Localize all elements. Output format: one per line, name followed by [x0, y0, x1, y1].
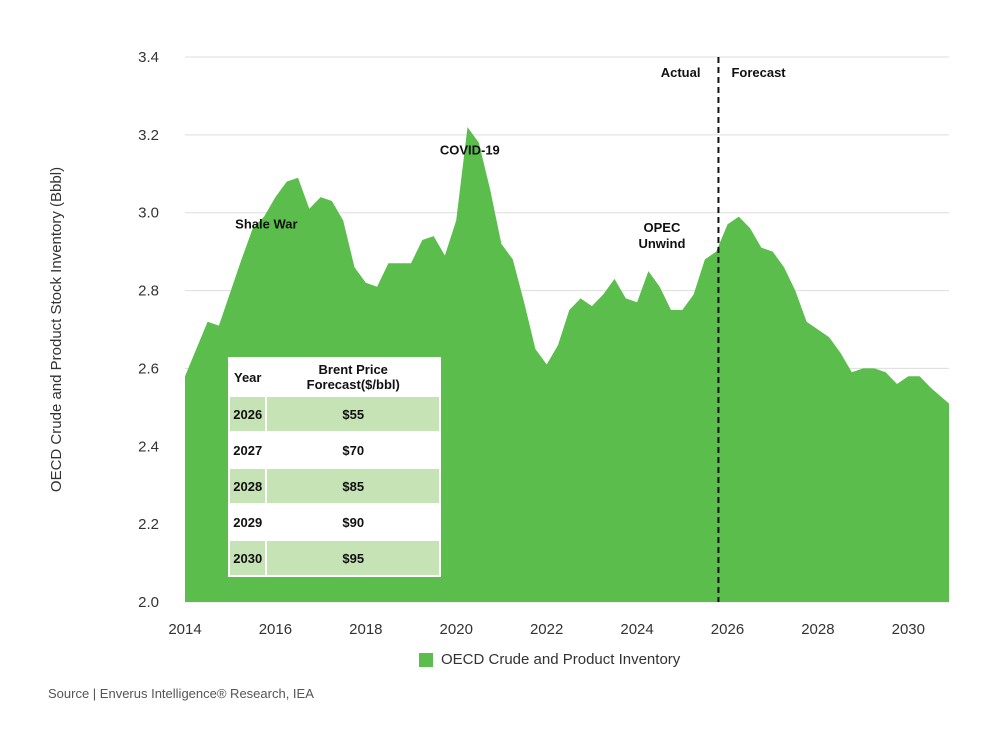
chart-legend: OECD Crude and Product Inventory: [419, 651, 680, 668]
y-tick-label: 2.4: [138, 438, 159, 455]
annotation-line: COVID-19: [440, 142, 500, 157]
annotation-line: Shale War: [235, 216, 297, 231]
x-tick-label: 2024: [620, 621, 653, 638]
y-tick-label: 3.2: [138, 127, 159, 144]
legend-swatch: [419, 652, 433, 667]
table-cell-price: $85: [267, 469, 439, 503]
x-tick-label: 2018: [349, 621, 382, 638]
table-header-row: Year Brent Price Forecast($/bbl): [230, 359, 439, 395]
table-cell-year: 2026: [230, 397, 266, 431]
table-row: 2026 $55: [230, 397, 439, 431]
forecast-label: Forecast: [731, 65, 786, 80]
table-cell-price: $70: [342, 442, 365, 458]
annotation-line: Unwind: [638, 236, 685, 251]
x-tick-label: 2030: [892, 621, 925, 638]
y-axis-label: OECD Crude and Product Stock Inventory (…: [48, 167, 65, 492]
table-row: 2027 $70: [230, 433, 439, 467]
source-note: Source | Enverus Intelligence® Research,…: [48, 686, 314, 701]
table-cell-year: 2027: [233, 442, 263, 458]
x-tick-label: 2028: [801, 621, 834, 638]
actual-label: Actual: [661, 65, 701, 80]
axes: 2.0 2.2 2.4 2.6 2.8 3.0 3.2 3.4 2014 2016 2018 2020…: [48, 49, 925, 638]
x-tick-label: 2016: [259, 621, 292, 638]
x-tick-label: 2026: [711, 621, 744, 638]
brent-price-table: Year Brent Price Forecast($/bbl) 2026 $5…: [228, 357, 441, 577]
annotation-label: OPEC Unwind: [638, 220, 685, 251]
y-tick-label: 3.0: [138, 205, 159, 222]
table-cell-price: $95: [267, 541, 439, 575]
y-tick-label: 2.2: [138, 516, 159, 533]
annotation-line: OPEC: [644, 220, 681, 235]
y-tick-label: 2.0: [138, 594, 159, 611]
annotation-label: Shale War: [235, 216, 297, 231]
table-cell-year: 2029: [233, 514, 263, 530]
legend-label: OECD Crude and Product Inventory: [441, 651, 681, 668]
x-tick-label: 2014: [168, 621, 201, 638]
table-header-year: Year: [234, 369, 262, 385]
y-tick-label: 2.6: [138, 360, 159, 377]
annotations: Shale War COVID-19 OPEC Unwind: [235, 142, 685, 251]
forecast-divider: Actual Forecast: [661, 57, 786, 602]
table-cell-year: 2030: [230, 541, 266, 575]
annotation-label: COVID-19: [440, 142, 500, 157]
table-cell-price: $90: [342, 514, 365, 530]
y-tick-label: 3.4: [138, 49, 159, 66]
table-row: 2028 $85: [230, 469, 439, 503]
table-row: 2029 $90: [230, 505, 439, 539]
table-header-price: Brent Price Forecast($/bbl): [306, 362, 400, 392]
x-tick-label: 2022: [530, 621, 563, 638]
table-cell-year: 2028: [230, 469, 266, 503]
x-tick-label: 2020: [440, 621, 473, 638]
y-tick-label: 2.8: [138, 283, 159, 300]
table-row: 2030 $95: [230, 541, 439, 575]
table-cell-price: $55: [267, 397, 439, 431]
